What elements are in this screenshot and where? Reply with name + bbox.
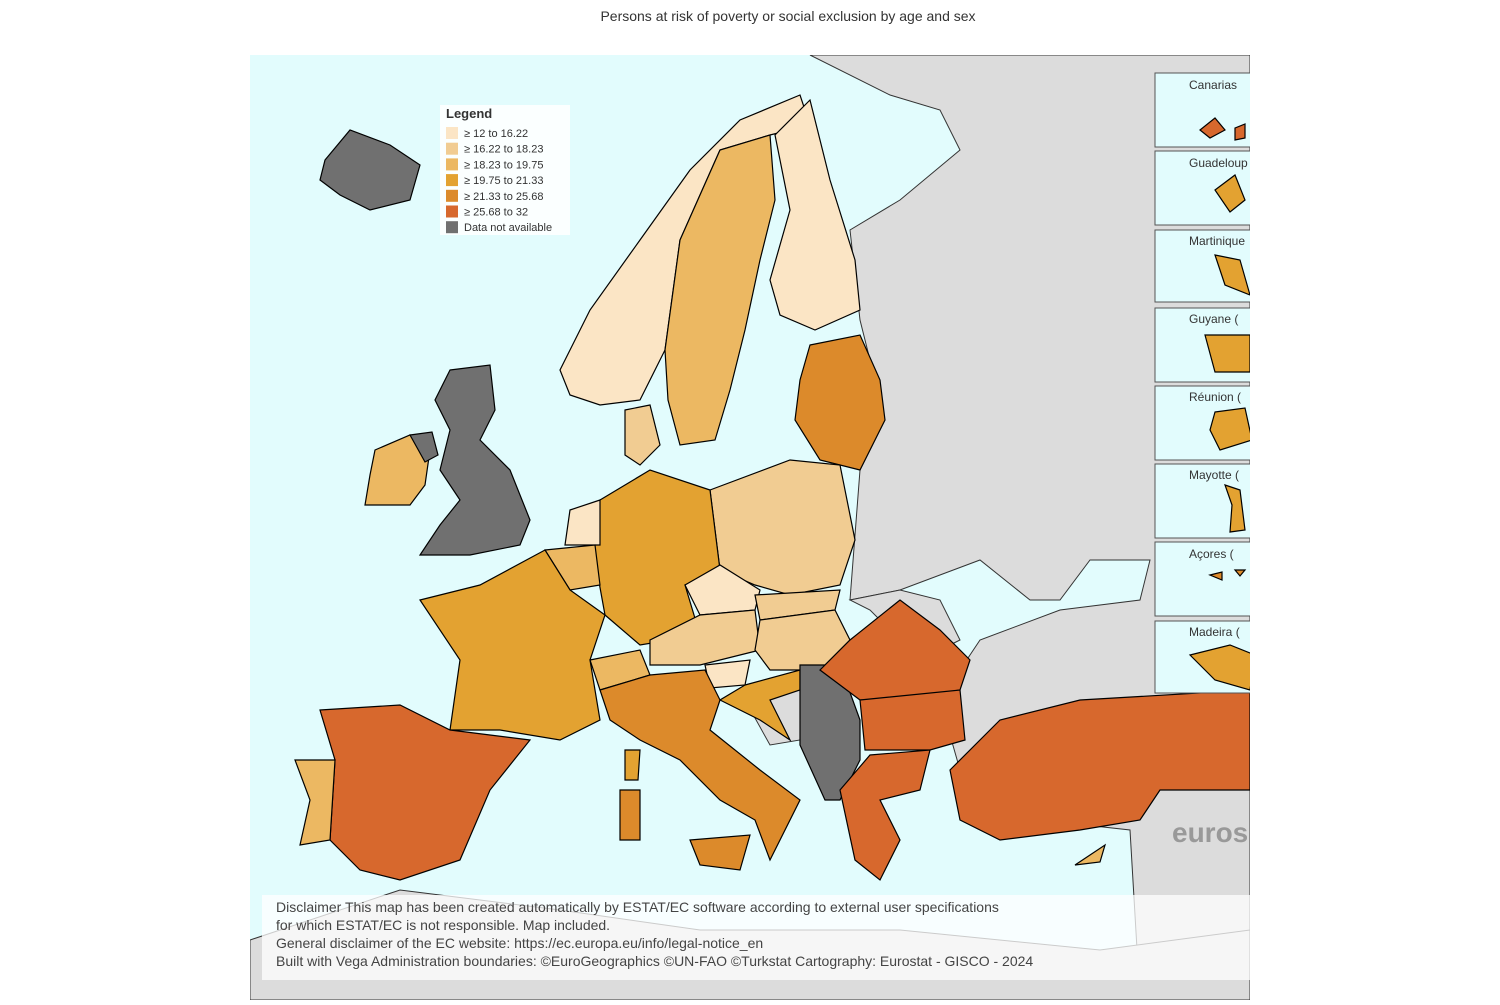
corsica [624,749,641,781]
italy [599,669,801,862]
inset-label: Canarias [1189,78,1237,92]
inset-shape [1209,407,1250,451]
sardinia [619,789,641,841]
inset-label: Martinique [1189,234,1245,248]
inset-shape [1214,174,1246,213]
inset-labels: Canarias Guadeloup Martinique Guyane ( Réuni… [1189,78,1248,639]
inset-frame [1154,229,1250,303]
inset-shape [1214,254,1250,296]
inset-shape [1188,644,1250,691]
inset-label: Açores ( [1189,547,1234,561]
disclaimer-line: Built with Vega Administration boundarie… [276,953,1033,969]
legend-label: ≥ 25.68 to 32 [464,207,528,219]
disclaimer-line: Disclaimer This map has been created aut… [276,899,999,915]
legend: ≥ 12 to 16.22 ≥ 16.22 to 18.23 ≥ 18.23 to … [446,127,552,234]
legend-label: ≥ 19.75 to 21.33 [464,175,543,187]
legend-label: ≥ 12 to 16.22 [464,128,528,140]
disclaimer-box [262,895,1250,980]
netherlands [564,499,601,546]
cyprus [1074,843,1107,866]
uk [418,364,531,556]
greece [839,749,931,881]
inset-label: Mayotte ( [1189,468,1239,482]
legend-label: ≥ 18.23 to 19.75 [464,159,543,171]
portugal [294,759,336,846]
iceland [319,129,421,211]
northern-ireland [409,431,439,463]
disclaimer-line: for which ESTAT/EC is not responsible. M… [276,917,610,933]
inset-shape [1224,484,1246,533]
inset-label: Madeira ( [1189,625,1240,639]
baltics [794,334,886,471]
legend-swatch [446,205,458,218]
legend-box [440,105,570,235]
insets [1154,72,1250,694]
legend-swatch [446,158,458,171]
france [419,549,606,741]
legend-swatch [446,221,458,234]
inset-shape [1199,117,1246,141]
finland [769,98,861,331]
inset-shape [1204,334,1250,373]
inset-shape [1208,569,1247,581]
inset-label: Guyane ( [1189,312,1238,326]
map-title: Persons at risk of poverty or social exc… [600,8,975,24]
bulgaria [859,689,966,751]
legend-swatch [446,142,458,155]
legend-swatch [446,174,458,187]
inset-label: Guadeloup [1189,156,1248,170]
denmark [624,404,661,466]
sweden [664,134,776,446]
map: euros Canarias Guadeloup Martinique Guyane … [250,55,1250,1000]
inset-label: Réunion ( [1189,390,1241,404]
legend-label: ≥ 21.33 to 25.68 [464,191,543,203]
watermark: euros [1172,817,1248,848]
legend-swatch [446,127,458,139]
legend-title: Legend [446,106,492,121]
disclaimer-line: General disclaimer of the EC website: ht… [276,935,763,951]
turkey [949,689,1250,841]
legend-label: Data not available [464,222,552,234]
legend-label: ≥ 16.22 to 18.23 [464,144,543,156]
inset-frame [1154,541,1250,617]
legend-swatch [446,189,458,202]
inset-frame [1154,72,1250,148]
disclaimer: Disclaimer This map has been created aut… [276,899,1033,969]
sicily [689,834,751,871]
